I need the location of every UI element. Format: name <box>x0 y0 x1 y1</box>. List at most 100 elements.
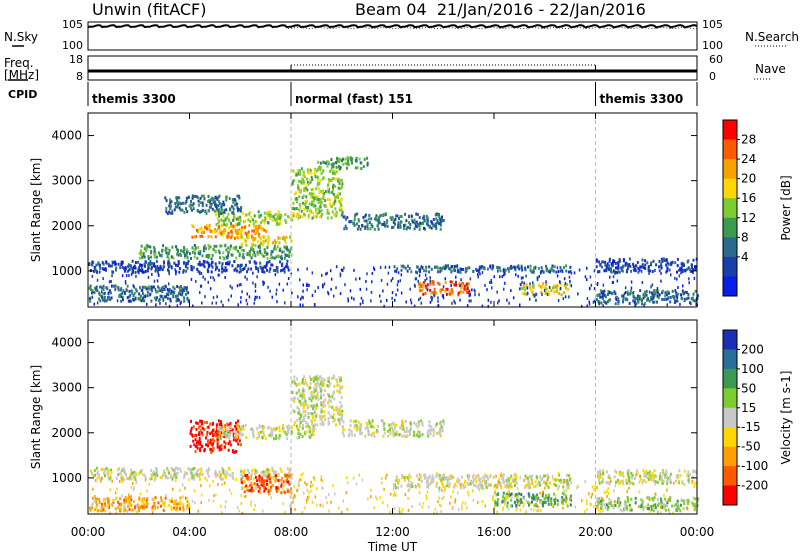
data-cell <box>168 210 171 214</box>
data-cell <box>359 161 362 165</box>
data-cell <box>201 419 203 423</box>
data-cell <box>250 234 253 238</box>
data-cell <box>341 159 343 163</box>
data-cell <box>440 479 443 483</box>
data-cell <box>116 487 118 491</box>
data-cell <box>410 301 413 305</box>
data-cell <box>290 473 293 477</box>
data-cell <box>213 244 216 248</box>
data-cell <box>134 296 137 300</box>
data-cell <box>152 285 155 289</box>
data-cell <box>139 269 142 272</box>
data-cell <box>647 297 649 301</box>
data-cell <box>107 475 110 479</box>
data-cell <box>261 425 264 428</box>
data-cell <box>183 247 186 251</box>
data-cell <box>132 488 135 492</box>
data-cell <box>551 474 554 478</box>
data-cell <box>302 194 305 198</box>
data-cell <box>660 257 663 261</box>
data-cell <box>449 501 451 505</box>
data-cell <box>257 431 260 435</box>
data-cell <box>257 267 259 271</box>
data-cell <box>442 266 445 270</box>
data-cell <box>216 197 219 201</box>
data-cell <box>320 408 323 412</box>
data-cell <box>199 201 202 205</box>
data-cell <box>675 291 678 295</box>
data-cell <box>288 489 291 493</box>
data-cell <box>328 180 331 184</box>
data-cell <box>172 256 175 260</box>
data-cell <box>616 279 619 283</box>
data-cell <box>431 474 434 478</box>
data-cell <box>141 299 143 303</box>
data-cell <box>481 304 484 308</box>
data-cell <box>490 279 492 282</box>
data-cell <box>652 300 655 304</box>
data-cell <box>111 284 113 288</box>
data-cell <box>104 468 107 471</box>
data-cell <box>654 506 657 510</box>
data-cell <box>467 291 470 294</box>
data-cell <box>248 224 251 227</box>
data-cell <box>451 290 454 294</box>
data-cell <box>614 262 617 265</box>
data-cell <box>336 408 339 412</box>
data-cell <box>269 210 272 214</box>
data-cell <box>665 297 667 301</box>
data-cell <box>520 265 523 269</box>
data-cell <box>602 477 605 481</box>
data-cell <box>626 262 628 266</box>
data-cell <box>432 480 434 484</box>
data-cell <box>302 419 305 423</box>
data-cell <box>656 287 659 290</box>
data-cell <box>545 283 548 287</box>
data-cell <box>288 482 291 486</box>
data-cell <box>111 270 114 274</box>
data-cell <box>170 255 173 259</box>
data-cell <box>223 203 226 207</box>
data-cell <box>180 249 182 253</box>
data-cell <box>104 267 107 271</box>
data-cell <box>307 214 310 217</box>
data-cell <box>95 288 98 291</box>
data-cell <box>564 281 567 285</box>
data-cell <box>463 287 466 291</box>
data-cell <box>347 434 350 438</box>
freq-label: Freq. <box>4 56 34 70</box>
data-cell <box>299 421 302 424</box>
data-cell <box>643 473 646 477</box>
data-cell <box>550 268 552 272</box>
data-cell <box>665 258 668 262</box>
data-cell <box>132 284 135 288</box>
data-cell <box>608 298 610 302</box>
data-cell <box>177 200 180 204</box>
data-cell <box>614 271 616 275</box>
data-cell <box>224 219 227 223</box>
data-cell <box>312 394 315 398</box>
data-cell <box>543 497 546 500</box>
data-cell <box>197 251 200 255</box>
data-cell <box>297 216 300 220</box>
data-cell <box>614 469 617 473</box>
data-cell <box>651 472 654 476</box>
data-cell <box>536 493 539 497</box>
data-cell <box>329 178 332 182</box>
data-cell <box>499 269 502 273</box>
data-cell <box>210 235 213 239</box>
data-cell <box>208 227 211 231</box>
data-cell <box>334 195 337 199</box>
data-cell <box>206 471 209 475</box>
data-cell <box>310 192 313 196</box>
data-cell <box>337 186 340 190</box>
data-cell <box>214 470 217 474</box>
data-cell <box>677 479 680 483</box>
data-cell <box>400 264 403 268</box>
data-cell <box>514 493 517 497</box>
data-cell <box>646 476 649 479</box>
data-cell <box>657 498 659 502</box>
data-cell <box>654 503 657 507</box>
data-cell <box>219 434 222 437</box>
data-cell <box>231 450 234 454</box>
